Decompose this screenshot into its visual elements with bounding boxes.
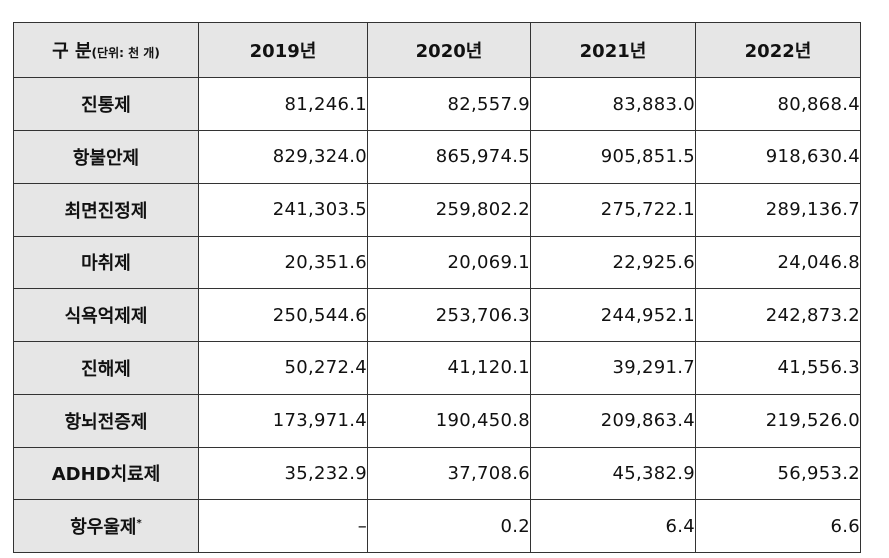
value-cell: 259,802.2 [367, 182, 531, 237]
row-header-cell: ADHD치료제 [13, 446, 199, 501]
table-row: 진통제 81,246.1 82,557.9 83,883.0 80,868.4 [13, 77, 861, 132]
value-cell: 20,351.6 [198, 235, 368, 290]
value-cell: 905,851.5 [530, 130, 696, 184]
value-cell: 190,450.8 [367, 393, 531, 448]
value-cell: 50,272.4 [198, 341, 368, 395]
table-row: 진해제 50,272.4 41,120.1 39,291.7 41,556.3 [13, 341, 861, 395]
value-cell: 6.4 [530, 499, 696, 553]
unit-label: (단위: 천 개) [91, 46, 160, 61]
value-cell: 253,706.3 [367, 288, 531, 343]
table-row: 항우울제* –0.2 6.4 6.6 [13, 499, 861, 553]
value-cell: 39,291.7 [530, 341, 696, 395]
row-label: 항뇌전증제 [64, 411, 148, 433]
row-header-cell: 식욕억제제 [13, 288, 199, 343]
column-header-2022: 2022년 [695, 21, 861, 79]
value-cell: 81,246.1 [198, 77, 368, 132]
row-label: 항불안제 [72, 147, 140, 169]
value-cell: 244,952.1 [530, 288, 696, 343]
value-cell: 41,556.3 [695, 341, 861, 395]
row-label: ADHD치료제 [51, 464, 161, 486]
table-row: 마취제 20,351.6 20,069.1 22,925.6 24,046.8 [13, 235, 861, 290]
value-cell: 250,544.6 [198, 288, 368, 343]
value-cell: 289,136.7 [695, 182, 861, 237]
footnote-mark: * [136, 518, 142, 530]
value-cell: 829,324.0 [198, 130, 368, 184]
value-cell: 45,382.9 [530, 446, 696, 501]
row-header-cell: 최면진정제 [13, 182, 199, 237]
table-row: ADHD치료제 35,232.9 37,708.6 45,382.9 56,953.2 [13, 446, 861, 501]
value-cell: 56,953.2 [695, 446, 861, 501]
row-header-cell: 항우울제* [13, 499, 199, 553]
value-cell: 6.6 [695, 499, 861, 553]
row-header-cell: 마취제 [13, 235, 199, 290]
value-cell: 24,046.8 [695, 235, 861, 290]
row-header-cell: 항뇌전증제 [13, 393, 199, 448]
corner-header-cell: 구 분(단위: 천 개) [13, 21, 199, 79]
row-label: 진해제 [81, 358, 131, 380]
value-cell: 0.2 [367, 499, 531, 553]
row-label: 식욕억제제 [64, 306, 148, 328]
table-body: 진통제 81,246.1 82,557.9 83,883.0 80,868.4 항불안제 8… [13, 77, 861, 553]
table-row: 최면진정제 241,303.5 259,802.2 275,722.1 289,136.… [13, 182, 861, 237]
value-cell: – [198, 499, 368, 553]
column-header-2020: 2020년 [367, 21, 531, 79]
row-label: 진통제 [81, 95, 131, 117]
value-cell: 20,069.1 [367, 235, 531, 290]
row-header-cell: 진해제 [13, 341, 199, 395]
value-cell: 80,868.4 [695, 77, 861, 132]
row-header-cell: 항불안제 [13, 130, 199, 184]
row-label: 마취제 [81, 253, 131, 275]
value-cell: 241,303.5 [198, 182, 368, 237]
corner-label: 구 분 [52, 41, 92, 63]
value-cell: 918,630.4 [695, 130, 861, 184]
header-row: 구 분(단위: 천 개) 2019년 2020년 2021년 2022년 [13, 21, 861, 79]
table-row: 항불안제 829,324.0 865,974.5 905,851.5 918,630.4 [13, 130, 861, 184]
column-header-2021: 2021년 [530, 21, 696, 79]
value-cell: 242,873.2 [695, 288, 861, 343]
value-cell: 35,232.9 [198, 446, 368, 501]
value-cell: 37,708.6 [367, 446, 531, 501]
value-cell: 209,863.4 [530, 393, 696, 448]
value-cell: 82,557.9 [367, 77, 531, 132]
data-table: 구 분(단위: 천 개) 2019년 2020년 2021년 2022년 진통제… [13, 21, 861, 553]
value-cell: 22,925.6 [530, 235, 696, 290]
value-cell: 173,971.4 [198, 393, 368, 448]
table-row: 항뇌전증제 173,971.4 190,450.8 209,863.4 219,526.… [13, 393, 861, 448]
column-header-2019: 2019년 [198, 21, 368, 79]
value-cell: 41,120.1 [367, 341, 531, 395]
value-cell: 219,526.0 [695, 393, 861, 448]
row-label: 항우울제 [70, 517, 137, 539]
table-row: 식욕억제제 250,544.6 253,706.3 244,952.1 242,873.… [13, 288, 861, 343]
row-header-cell: 진통제 [13, 77, 199, 132]
value-cell: 275,722.1 [530, 182, 696, 237]
value-cell: 83,883.0 [530, 77, 696, 132]
row-label: 최면진정제 [64, 200, 148, 222]
value-cell: 865,974.5 [367, 130, 531, 184]
